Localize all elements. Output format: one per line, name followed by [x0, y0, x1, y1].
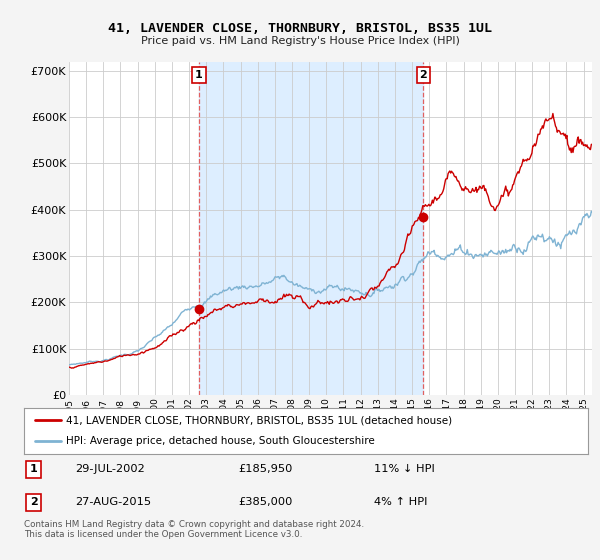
Text: 29-JUL-2002: 29-JUL-2002 — [75, 464, 145, 474]
Text: Price paid vs. HM Land Registry's House Price Index (HPI): Price paid vs. HM Land Registry's House … — [140, 36, 460, 46]
Text: 2: 2 — [29, 497, 37, 507]
Text: 1: 1 — [29, 464, 37, 474]
Text: £185,950: £185,950 — [238, 464, 293, 474]
Text: 11% ↓ HPI: 11% ↓ HPI — [374, 464, 434, 474]
Text: 41, LAVENDER CLOSE, THORNBURY, BRISTOL, BS35 1UL (detached house): 41, LAVENDER CLOSE, THORNBURY, BRISTOL, … — [66, 415, 452, 425]
Text: 27-AUG-2015: 27-AUG-2015 — [75, 497, 151, 507]
Text: 1: 1 — [195, 70, 203, 80]
Bar — [199, 62, 423, 395]
Text: £385,000: £385,000 — [238, 497, 293, 507]
Text: HPI: Average price, detached house, South Gloucestershire: HPI: Average price, detached house, Sout… — [66, 436, 375, 446]
Text: 2: 2 — [419, 70, 427, 80]
Text: 41, LAVENDER CLOSE, THORNBURY, BRISTOL, BS35 1UL: 41, LAVENDER CLOSE, THORNBURY, BRISTOL, … — [108, 22, 492, 35]
Text: Contains HM Land Registry data © Crown copyright and database right 2024.
This d: Contains HM Land Registry data © Crown c… — [24, 520, 364, 539]
Text: 4% ↑ HPI: 4% ↑ HPI — [374, 497, 427, 507]
